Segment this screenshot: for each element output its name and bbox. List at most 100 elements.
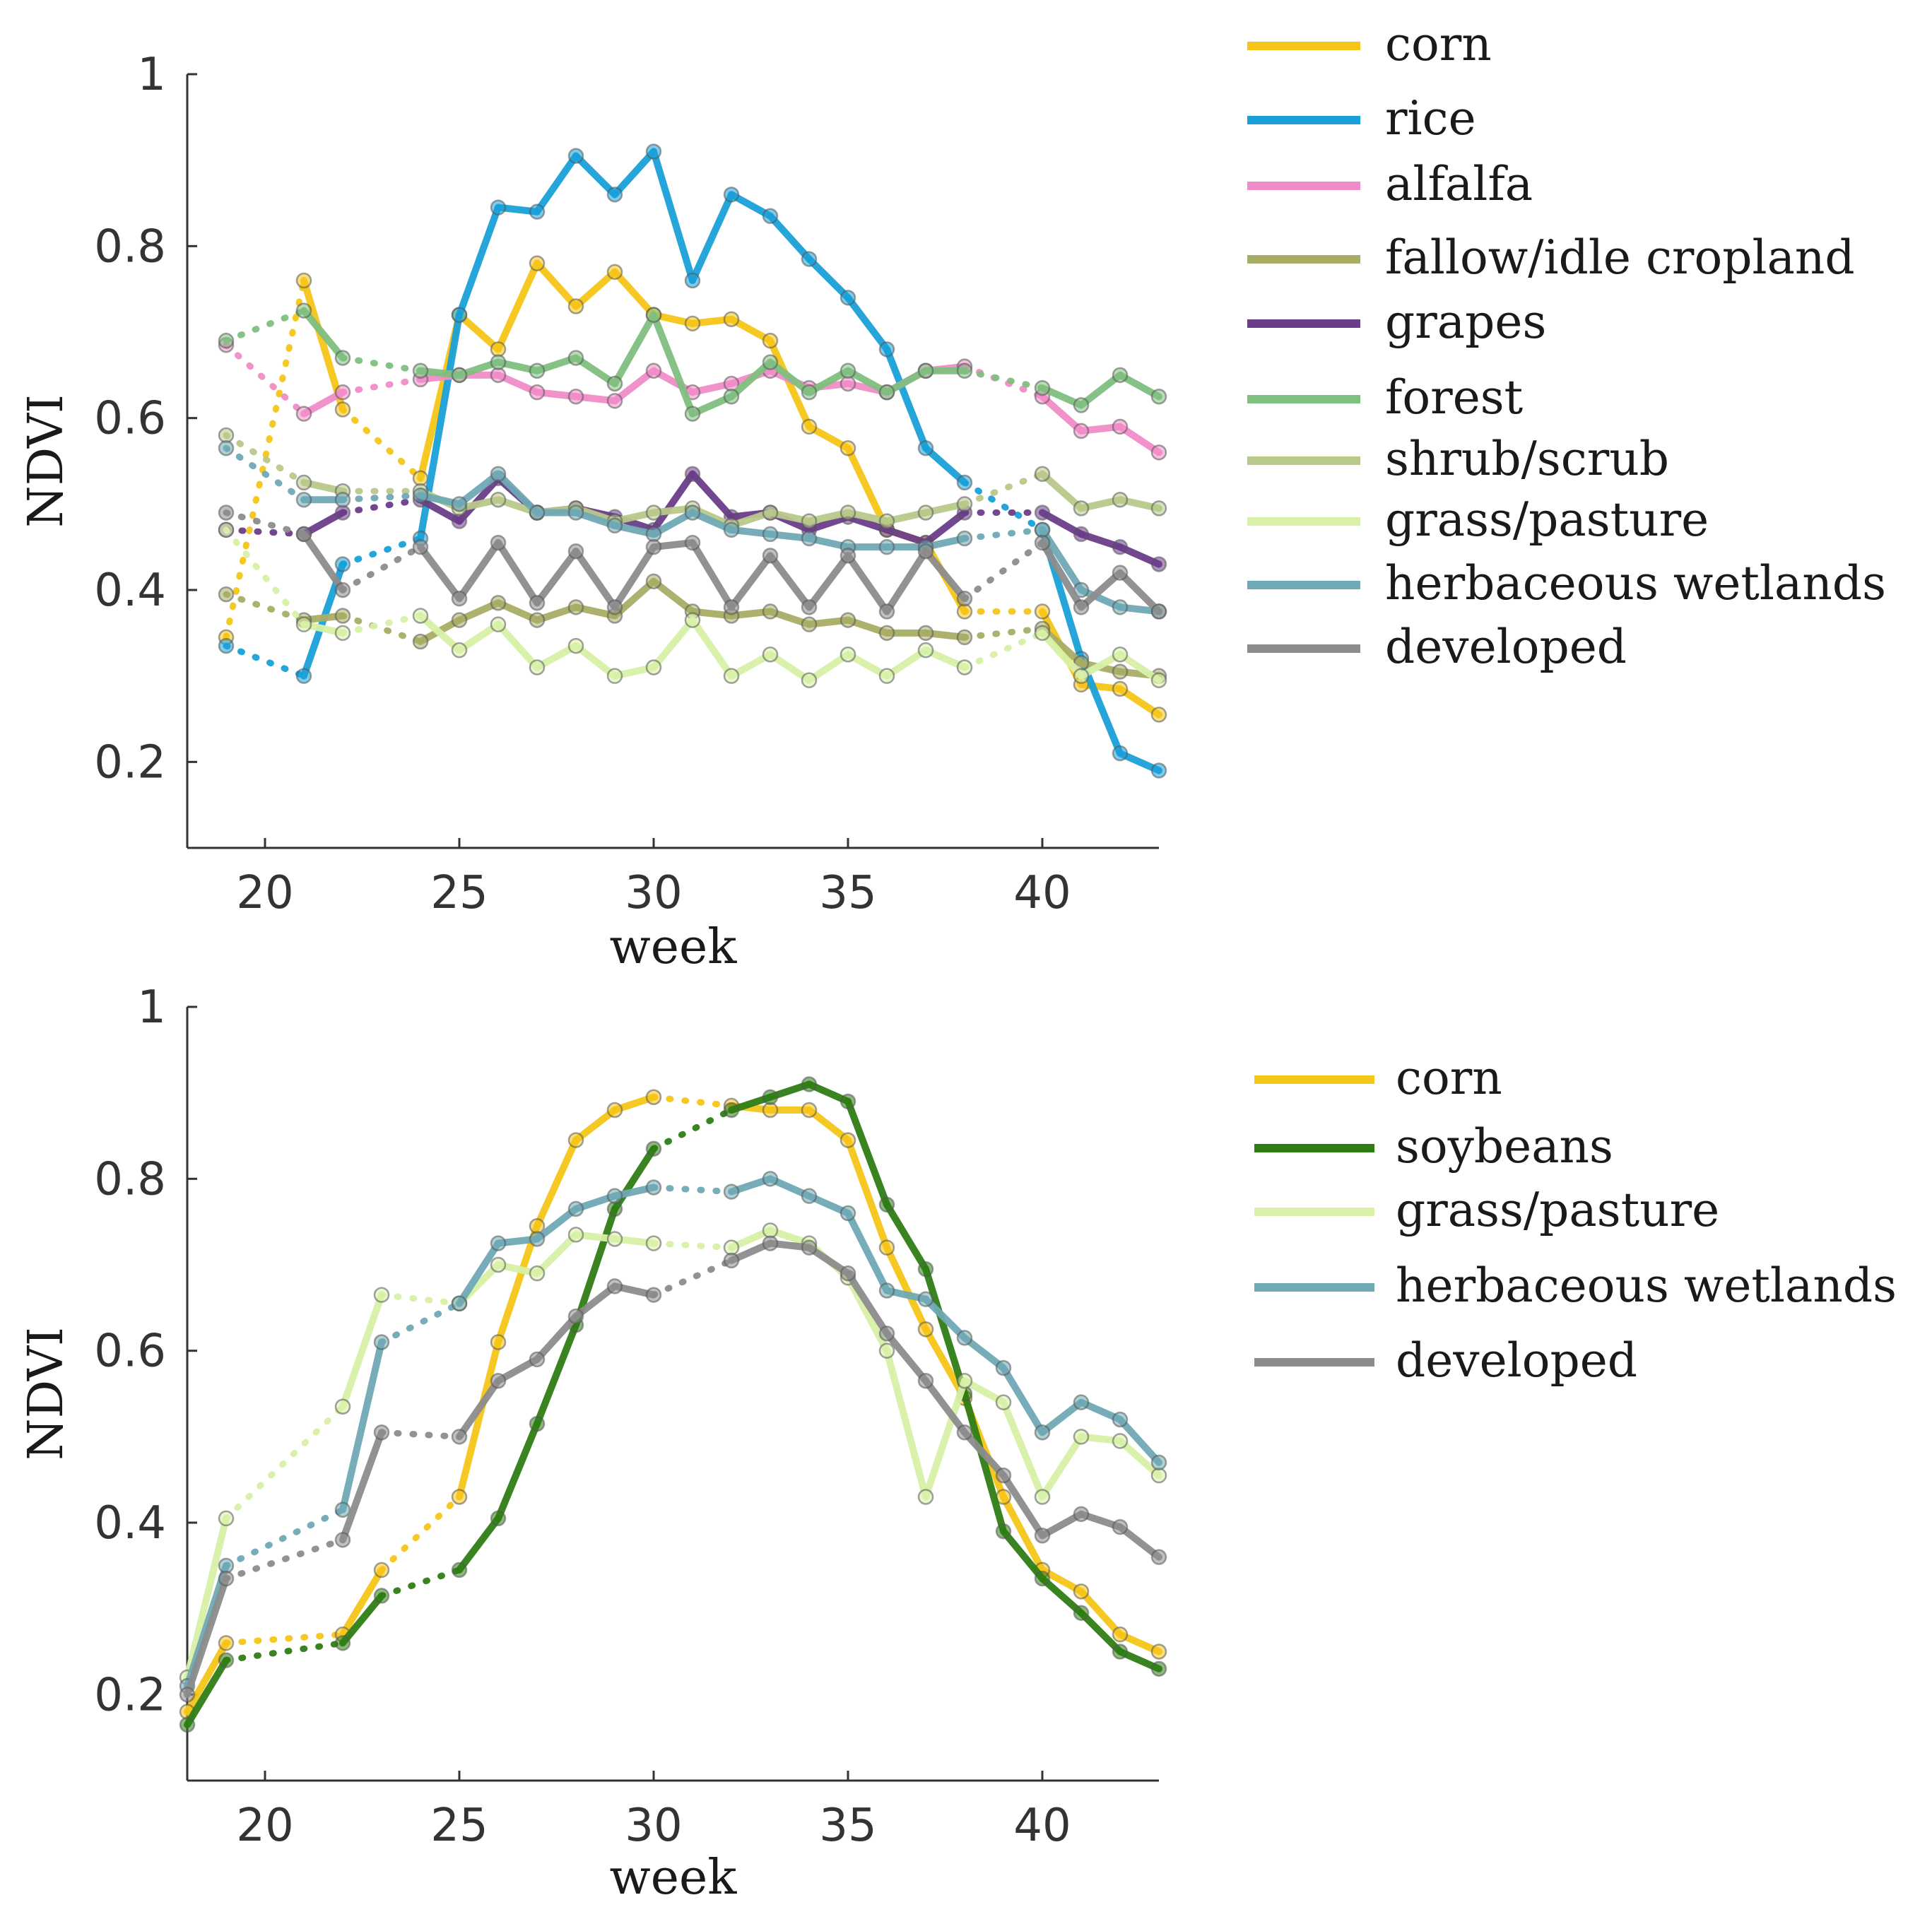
legend-entry: rice bbox=[1247, 91, 1476, 146]
series-segment bbox=[534, 1136, 579, 1230]
legend-label: corn bbox=[1385, 17, 1492, 71]
series-rice bbox=[218, 143, 1167, 779]
data-point bbox=[606, 517, 623, 533]
data-point bbox=[1112, 1433, 1129, 1449]
data-point bbox=[878, 625, 895, 642]
y-tick-label: 0.2 bbox=[94, 736, 166, 789]
series-segment bbox=[650, 1184, 735, 1196]
series-segment bbox=[223, 341, 307, 418]
series-segment bbox=[223, 277, 307, 641]
series-segment bbox=[961, 1390, 1007, 1535]
data-point bbox=[1073, 526, 1090, 543]
series-segment bbox=[417, 543, 463, 603]
data-point bbox=[684, 504, 701, 521]
series-segment bbox=[844, 294, 890, 353]
legend-label: grass/pasture bbox=[1385, 492, 1709, 547]
data-point bbox=[1073, 423, 1090, 439]
series-corn bbox=[179, 1089, 1167, 1720]
data-point bbox=[295, 272, 312, 289]
legend-entry: herbaceous wetlands bbox=[1247, 556, 1886, 610]
series-segment bbox=[534, 152, 579, 216]
series-segment bbox=[339, 613, 424, 637]
data-point bbox=[1034, 625, 1051, 642]
data-point bbox=[956, 659, 973, 675]
data-point bbox=[645, 1235, 662, 1251]
series-segment bbox=[767, 552, 813, 611]
x-tick-label: 25 bbox=[430, 1800, 488, 1852]
data-point bbox=[840, 548, 856, 564]
data-point bbox=[762, 332, 779, 349]
data-point bbox=[529, 659, 546, 675]
series-segment bbox=[184, 1656, 230, 1728]
data-point bbox=[917, 1489, 934, 1505]
data-point bbox=[606, 393, 623, 409]
legend-label: alfalfa bbox=[1385, 157, 1533, 211]
data-point bbox=[451, 367, 468, 384]
data-point bbox=[334, 625, 351, 642]
series-segment bbox=[223, 526, 307, 628]
series-segment bbox=[223, 1536, 346, 1582]
legend-entry: corn bbox=[1254, 1051, 1502, 1105]
data-point bbox=[373, 1562, 390, 1578]
legend-entry: fallow/idle cropland bbox=[1247, 230, 1855, 285]
data-point bbox=[917, 362, 934, 379]
data-point bbox=[218, 1570, 235, 1587]
series-segment bbox=[339, 406, 424, 482]
data-point bbox=[917, 440, 934, 456]
y-axis-label: NDVI bbox=[18, 394, 74, 528]
series-segment bbox=[1039, 1433, 1085, 1501]
series-segment bbox=[339, 1429, 385, 1544]
legend-entry: grass/pasture bbox=[1247, 492, 1709, 547]
data-point bbox=[684, 534, 701, 551]
series-segment bbox=[456, 1377, 502, 1441]
data-point bbox=[1150, 1644, 1167, 1660]
data-point bbox=[645, 573, 662, 590]
data-point bbox=[1150, 389, 1167, 405]
data-point bbox=[1112, 599, 1129, 615]
data-point bbox=[917, 543, 934, 560]
data-point bbox=[567, 1308, 584, 1325]
data-point bbox=[762, 603, 779, 620]
series-segment bbox=[689, 191, 735, 284]
data-point bbox=[334, 401, 351, 418]
data-point bbox=[840, 612, 856, 628]
data-point bbox=[567, 543, 584, 560]
legend-entry: forest bbox=[1247, 370, 1523, 425]
data-point bbox=[840, 1265, 856, 1282]
data-point bbox=[1112, 663, 1129, 680]
series-segment bbox=[961, 1334, 1007, 1371]
data-point bbox=[762, 526, 779, 543]
data-point bbox=[801, 616, 818, 632]
series-segment bbox=[339, 496, 424, 516]
legend-entry: corn bbox=[1247, 17, 1492, 71]
data-point bbox=[218, 504, 235, 521]
series-segment bbox=[961, 630, 1046, 671]
series-segment bbox=[534, 1313, 579, 1363]
data-point bbox=[956, 362, 973, 379]
data-point bbox=[1034, 1570, 1051, 1587]
data-point bbox=[956, 590, 973, 607]
data-point bbox=[645, 307, 662, 323]
series-segment bbox=[534, 1205, 579, 1243]
data-point bbox=[490, 1235, 507, 1251]
series-segment bbox=[611, 148, 657, 199]
series-segment bbox=[1039, 629, 1085, 680]
data-point bbox=[1150, 1549, 1167, 1565]
data-point bbox=[878, 538, 895, 555]
legend-label: shrub/scrub bbox=[1385, 432, 1669, 486]
data-point bbox=[451, 590, 468, 607]
series-segment bbox=[223, 432, 307, 486]
series-segment bbox=[417, 612, 463, 654]
series-forest bbox=[218, 302, 1167, 422]
data-point bbox=[762, 504, 779, 521]
data-point bbox=[179, 1687, 196, 1703]
series-segment bbox=[922, 1265, 968, 1398]
data-point bbox=[801, 530, 818, 547]
data-point bbox=[956, 496, 973, 512]
data-point bbox=[529, 612, 546, 628]
data-point bbox=[490, 1510, 507, 1527]
data-point bbox=[529, 362, 546, 379]
data-point bbox=[451, 307, 468, 323]
y-tick-label: 1 bbox=[137, 981, 166, 1034]
series-segment bbox=[378, 1566, 463, 1599]
